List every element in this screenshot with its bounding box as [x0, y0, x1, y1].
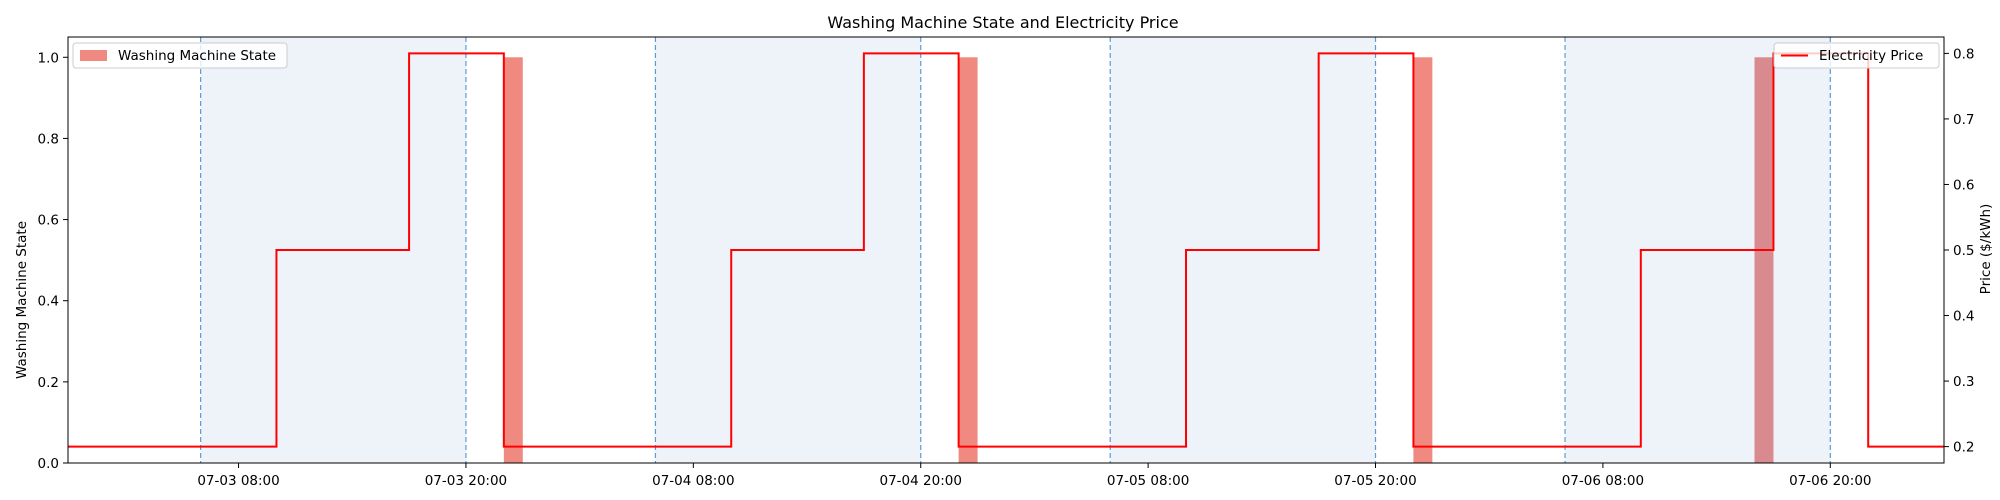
x-tick-label: 07-06 20:00 — [1789, 473, 1871, 489]
y-tick-label-right: 0.5 — [1953, 243, 1974, 259]
plot-area: 0.0 0.2 0.4 0.6 0.8 1.0 0.2 0.3 0.4 0.5 0.6 0.7 0.8 0… — [38, 36, 1974, 489]
chart-title: Washing Machine State and Electricity Pr… — [827, 13, 1178, 32]
x-tick-label: 07-06 08:00 — [1562, 473, 1644, 489]
x-tick-label: 07-03 08:00 — [197, 473, 279, 489]
legend-left: Washing Machine State — [72, 42, 288, 69]
bar — [1413, 57, 1433, 464]
bar — [1754, 57, 1774, 464]
y-tick-label-right: 0.4 — [1953, 309, 1974, 325]
y-tick-label-right: 0.3 — [1953, 374, 1974, 390]
legend-label-line: Electricity Price — [1819, 48, 1923, 64]
legend-swatch-bar — [80, 50, 107, 61]
legend-right-box — [1773, 42, 1940, 69]
legend-label-bar: Washing Machine State — [118, 48, 276, 64]
x-tick-label: 07-03 20:00 — [425, 473, 507, 489]
y-axis-label-left: Washing Machine State — [14, 221, 30, 379]
legend-left-box — [72, 42, 288, 69]
x-tick-label: 07-05 08:00 — [1107, 473, 1189, 489]
x-tick-label: 07-04 08:00 — [652, 473, 734, 489]
y-tick-label-right: 0.6 — [1953, 177, 1974, 193]
y-tick-label-right: 0.8 — [1953, 46, 1974, 62]
y-tick-label-left: 0.2 — [38, 375, 59, 391]
y-tick-label-left: 0.4 — [38, 294, 59, 310]
price-line — [68, 52, 1944, 448]
x-tick-label: 07-04 20:00 — [880, 473, 962, 489]
y-axis-label-right: Price ($/kWh) — [1978, 204, 1994, 295]
legend-right: Electricity Price — [1773, 42, 1940, 69]
bar — [958, 57, 978, 464]
y-tick-label-left: 0.8 — [38, 131, 59, 147]
y-tick-label-left: 0.6 — [38, 213, 59, 229]
y-tick-label-left: 0.0 — [38, 456, 59, 472]
y-tick-label-right: 0.2 — [1953, 440, 1974, 456]
x-tick-label: 07-05 20:00 — [1334, 473, 1416, 489]
y-tick-label-left: 1.0 — [38, 50, 59, 66]
bar — [503, 57, 523, 464]
y-tick-label-right: 0.7 — [1953, 112, 1974, 128]
